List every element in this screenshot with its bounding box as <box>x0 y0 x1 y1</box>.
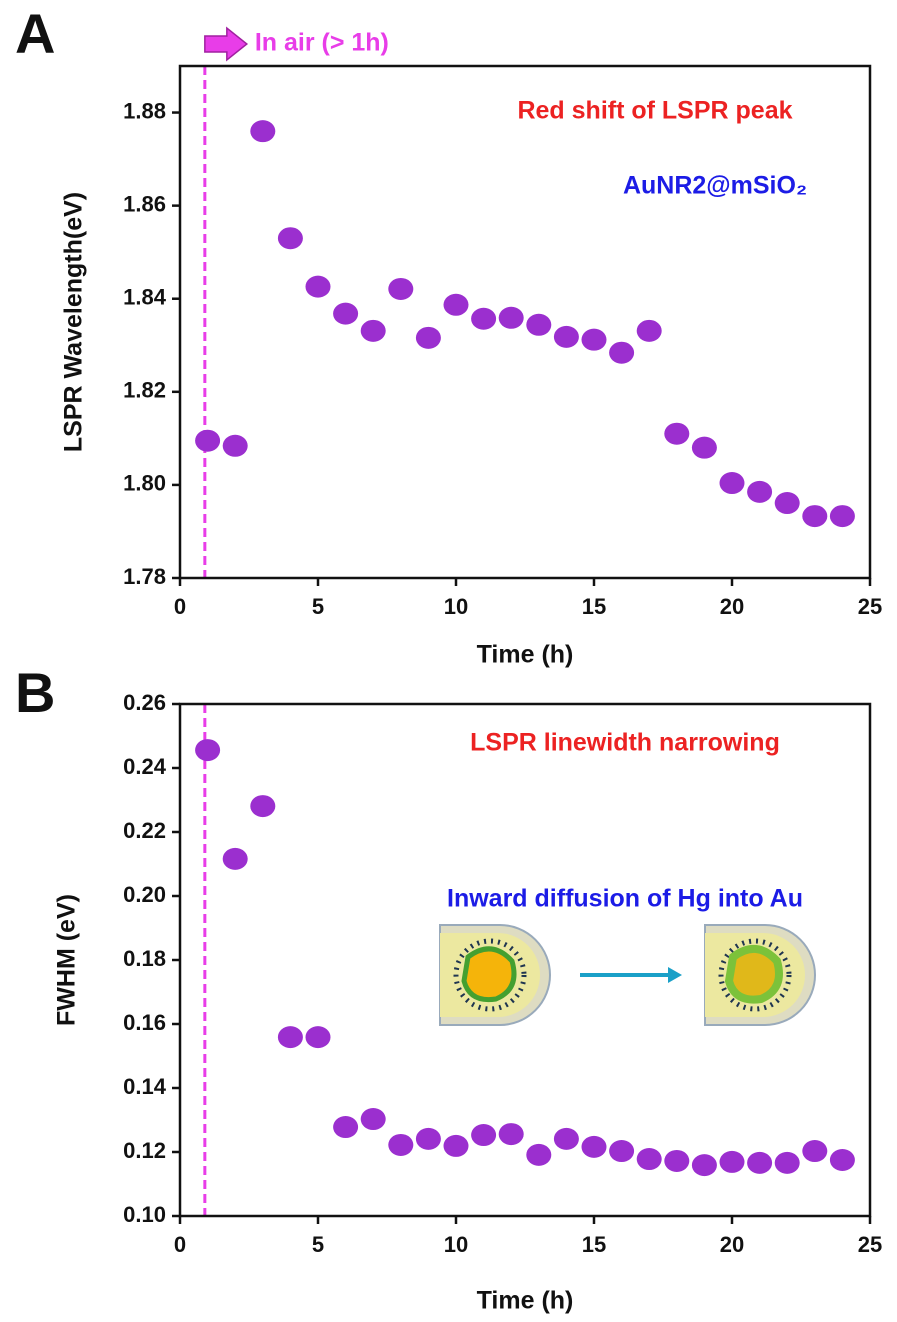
data-point <box>802 505 828 528</box>
data-point <box>609 341 635 364</box>
data-point <box>222 847 248 870</box>
x-tick-label: 10 <box>444 1232 468 1257</box>
annotation: LSPR linewidth narrowing <box>470 729 780 757</box>
x-axis-label: Time (h) <box>477 641 574 669</box>
data-point <box>691 1154 717 1177</box>
y-tick-label: 0.14 <box>123 1074 167 1099</box>
data-point <box>415 326 441 349</box>
data-point <box>333 1116 359 1139</box>
x-axis-label: Time (h) <box>477 1287 574 1315</box>
x-tick-label: 0 <box>174 1232 186 1257</box>
y-tick-label: 1.80 <box>123 471 166 496</box>
data-point <box>636 319 662 342</box>
panel-letter: B <box>15 661 55 724</box>
y-tick-label: 1.88 <box>123 98 166 123</box>
marker-arrow <box>204 26 249 62</box>
data-point <box>388 1133 414 1156</box>
data-point <box>747 480 773 503</box>
panel-letter: A <box>15 2 55 65</box>
y-tick-label: 0.16 <box>123 1010 166 1035</box>
y-tick-label: 0.20 <box>123 882 166 907</box>
y-tick-label: 0.12 <box>123 1138 166 1163</box>
data-point <box>360 319 386 342</box>
data-point <box>471 307 497 330</box>
data-point <box>526 1143 552 1166</box>
data-point <box>471 1124 497 1147</box>
data-point <box>195 429 221 452</box>
data-point <box>526 313 552 336</box>
data-point <box>664 1149 690 1172</box>
data-point <box>829 505 855 528</box>
data-point <box>747 1151 773 1174</box>
data-point <box>829 1149 855 1171</box>
annotation: AuNR2@mSiO₂ <box>623 172 807 200</box>
marker-label: In air (> 1h) <box>255 29 389 57</box>
data-point <box>360 1108 386 1131</box>
data-point <box>498 1123 524 1146</box>
y-axis-label: LSPR Wavelength(eV) <box>60 192 88 452</box>
data-point <box>636 1148 662 1171</box>
y-axis-label: FWHM (eV) <box>53 894 81 1026</box>
y-tick-label: 1.82 <box>123 378 166 403</box>
data-point <box>305 1026 331 1049</box>
data-point <box>581 328 607 351</box>
x-tick-label: 0 <box>174 594 186 619</box>
data-point <box>553 1127 579 1150</box>
data-point <box>719 1150 745 1173</box>
annotation: Red shift of LSPR peak <box>517 97 792 125</box>
particle-illustration <box>439 924 816 1026</box>
y-tick-label: 1.86 <box>123 191 166 216</box>
data-point <box>305 275 331 298</box>
x-tick-label: 15 <box>582 594 606 619</box>
data-point <box>664 422 690 445</box>
data-point <box>250 795 276 818</box>
data-point <box>774 492 800 515</box>
data-point <box>222 434 248 457</box>
data-point <box>719 472 745 495</box>
x-tick-label: 5 <box>312 1232 324 1257</box>
x-tick-label: 20 <box>720 1232 744 1257</box>
y-tick-label: 0.26 <box>123 690 166 715</box>
data-point <box>609 1140 635 1163</box>
data-point <box>802 1140 828 1163</box>
data-point <box>443 293 469 316</box>
data-point <box>333 302 359 325</box>
data-point <box>774 1151 800 1174</box>
data-point <box>443 1134 469 1157</box>
data-point <box>195 739 221 762</box>
annotation: Inward diffusion of Hg into Au <box>447 885 803 913</box>
data-point <box>250 120 276 143</box>
data-point <box>277 1026 303 1049</box>
data-point <box>691 436 717 459</box>
x-tick-label: 15 <box>582 1232 606 1257</box>
y-tick-label: 0.10 <box>123 1202 166 1227</box>
x-tick-label: 10 <box>444 594 468 619</box>
x-tick-label: 5 <box>312 594 324 619</box>
data-point <box>415 1127 441 1150</box>
data-point <box>498 306 524 329</box>
y-tick-label: 0.18 <box>123 946 166 971</box>
x-tick-label: 20 <box>720 594 744 619</box>
x-tick-label: 25 <box>858 594 882 619</box>
y-tick-label: 1.84 <box>123 285 167 310</box>
data-point <box>277 227 303 250</box>
y-tick-label: 0.24 <box>123 754 167 779</box>
data-point <box>553 325 579 348</box>
y-tick-label: 1.78 <box>123 564 166 589</box>
plot-frame <box>178 64 872 580</box>
data-point <box>581 1135 607 1158</box>
y-tick-label: 0.22 <box>123 818 166 843</box>
data-point <box>388 277 414 300</box>
x-tick-label: 25 <box>858 1232 882 1257</box>
